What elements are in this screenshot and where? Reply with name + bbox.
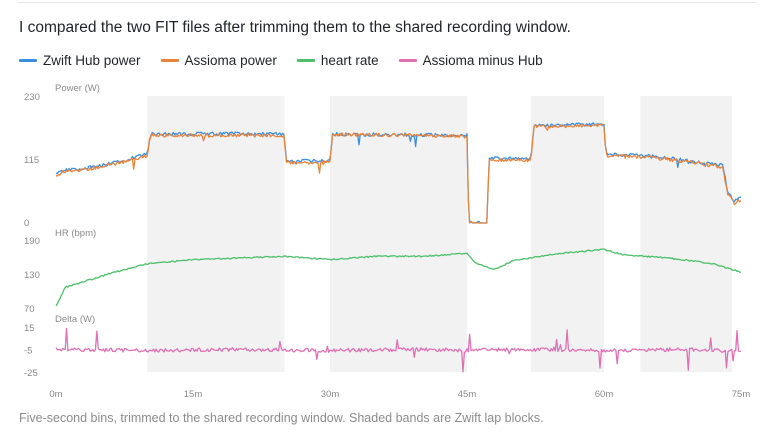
power-hr-delta-chart: Power (W) 0 115 230 HR (bpm) 70 130 190 Delta (W…	[24, 83, 751, 400]
lap-band-1	[147, 96, 285, 372]
chart-legend: Zwift Hub power Assioma power heart rate…	[19, 53, 543, 68]
lap-band-4	[640, 96, 732, 372]
y-tick-label-power-115: 115	[24, 155, 39, 166]
x-tick-label-75: 75m	[732, 389, 751, 400]
chart-caption: Five-second bins, trimmed to the shared …	[19, 411, 544, 425]
panel-title-hr: HR (bpm)	[55, 228, 96, 239]
y-tick-label-power-230: 230	[24, 92, 40, 103]
series-delta-1	[55, 327, 742, 373]
series-hr-1	[55, 248, 742, 307]
legend-swatch-assioma	[160, 59, 179, 62]
x-tick-label-15: 15m	[184, 389, 203, 400]
lap-band-3	[530, 96, 604, 372]
legend-item-assioma: Assioma power	[160, 53, 277, 68]
y-tick-label-delta-15: 15	[24, 323, 35, 334]
panel-title-power: Power (W)	[55, 83, 100, 94]
x-tick-label-45: 45m	[458, 389, 477, 400]
y-tick-label-hr-190: 190	[24, 236, 40, 247]
legend-label-delta: Assioma minus Hub	[422, 53, 543, 68]
y-tick-label-delta--25: -25	[24, 368, 38, 379]
top-divider	[18, 2, 756, 3]
legend-item-delta: Assioma minus Hub	[398, 53, 543, 68]
legend-swatch-hr	[296, 59, 315, 62]
intro-text: I compared the two FIT files after trimm…	[19, 19, 571, 36]
y-tick-label-hr-70: 70	[24, 304, 35, 315]
legend-swatch-hub	[19, 59, 37, 62]
series-power-2	[55, 123, 742, 224]
legend-swatch-delta	[398, 59, 417, 62]
legend-item-hub: Zwift Hub power	[19, 53, 141, 68]
x-tick-label-30: 30m	[321, 389, 340, 400]
legend-label-assioma: Assioma power	[184, 53, 277, 68]
legend-item-hr: heart rate	[296, 53, 379, 68]
panel-title-delta: Delta (W)	[55, 314, 95, 325]
x-tick-label-0: 0m	[49, 389, 62, 400]
x-tick-label-60: 60m	[595, 389, 614, 400]
y-tick-label-power-0: 0	[24, 218, 29, 229]
legend-label-hub: Zwift Hub power	[43, 53, 141, 68]
legend-label-hr: heart rate	[320, 53, 379, 68]
lap-band-2	[330, 96, 467, 372]
y-tick-label-delta--5: -5	[24, 346, 32, 357]
y-tick-label-hr-130: 130	[24, 270, 40, 281]
